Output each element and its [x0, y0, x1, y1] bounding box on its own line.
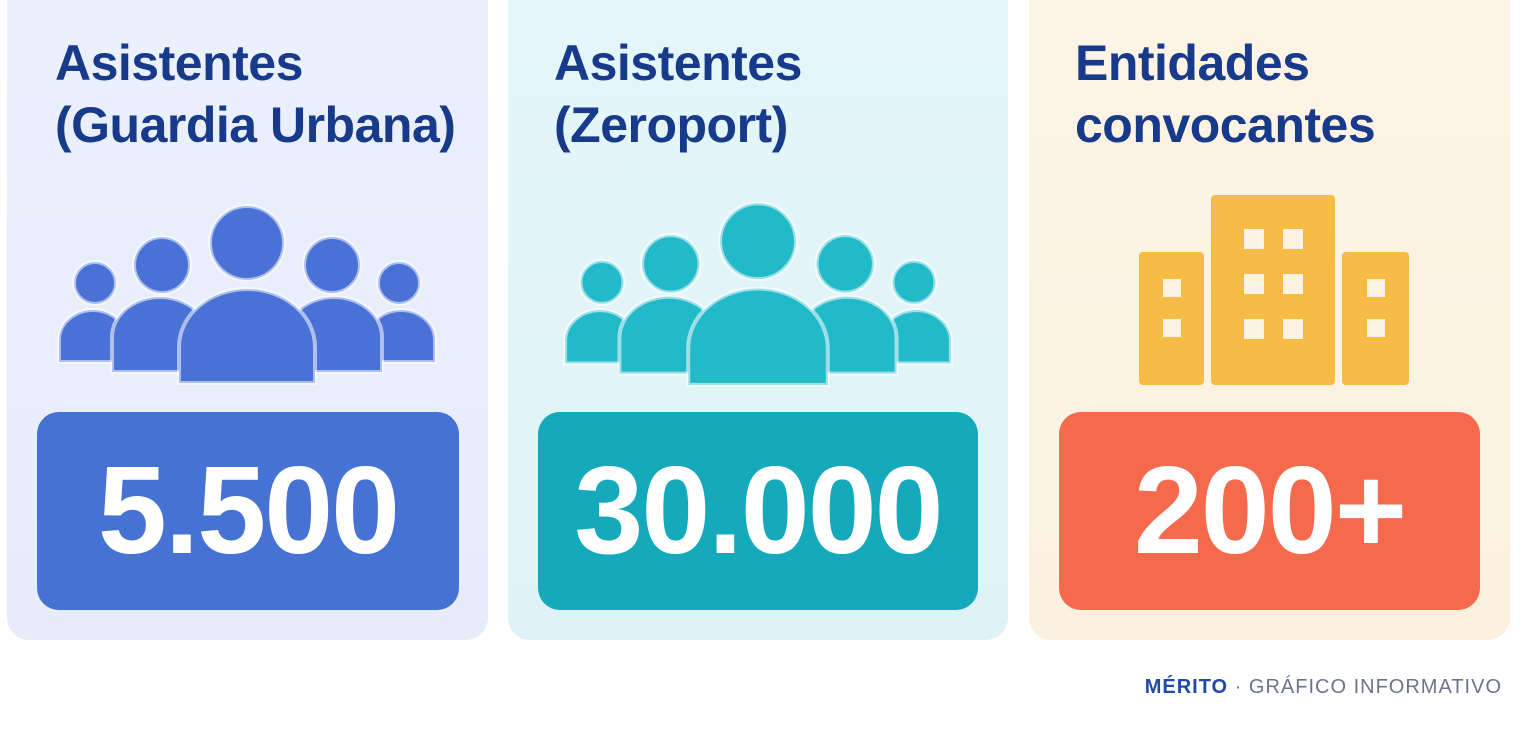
- stat-card: Entidades convocantes 200+: [1029, 0, 1510, 640]
- footer: MÉRITO · GRÁFICO INFORMATIVO: [1145, 676, 1502, 699]
- buildings-icon: [1139, 195, 1409, 385]
- tagline: GRÁFICO INFORMATIVO: [1248, 676, 1502, 698]
- title-line: (Guardia Urbana): [55, 97, 456, 153]
- people-icon: [553, 192, 963, 387]
- stat-card: Asistentes (Guardia Urbana) 5.500: [7, 0, 488, 640]
- stat-card: Asistentes (Zeroport) 30.000: [508, 0, 1008, 640]
- people-icon: [57, 204, 437, 385]
- title-line: Asistentes: [55, 35, 303, 91]
- card-title: Entidades convocantes: [1075, 32, 1376, 156]
- title-line: Entidades: [1075, 35, 1310, 91]
- title-line: Asistentes: [554, 35, 802, 91]
- stat-value: 30.000: [538, 412, 978, 610]
- brand: MÉRITO: [1144, 676, 1229, 698]
- stat-value: 200+: [1059, 412, 1480, 610]
- card-title: Asistentes (Zeroport): [554, 32, 802, 156]
- title-line: convocantes: [1075, 97, 1376, 153]
- separator: ·: [1234, 676, 1243, 698]
- stat-value: 5.500: [37, 412, 459, 610]
- title-line: (Zeroport): [554, 97, 788, 153]
- card-title: Asistentes (Guardia Urbana): [55, 32, 456, 156]
